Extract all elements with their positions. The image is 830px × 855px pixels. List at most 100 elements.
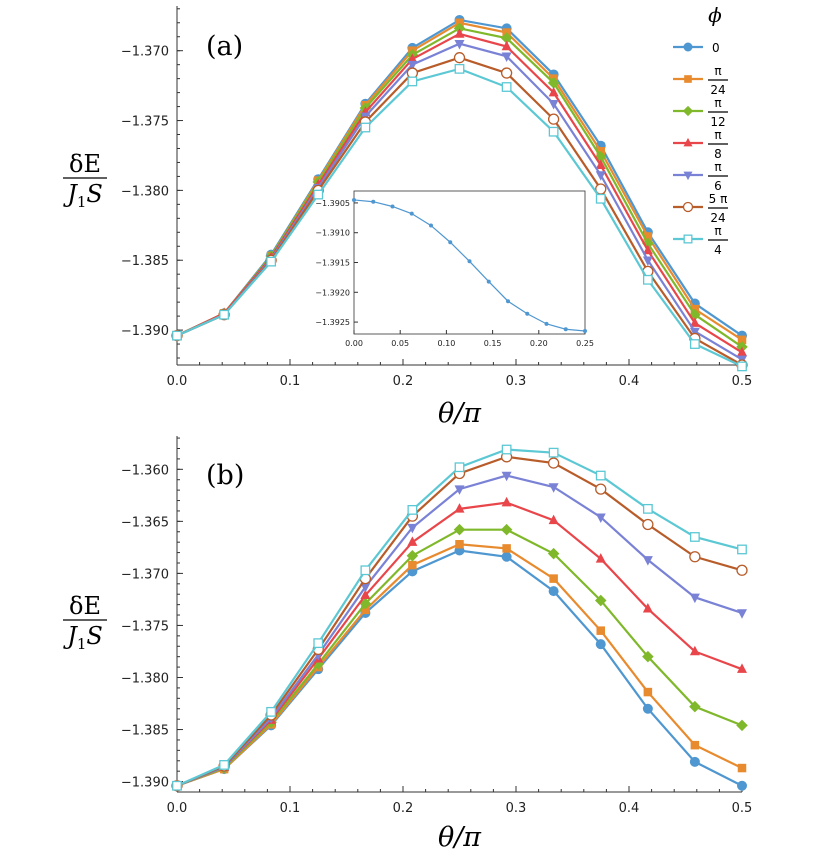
x-tick-label: 0.3 xyxy=(506,801,527,816)
data-point xyxy=(406,549,419,562)
data-point xyxy=(407,505,418,515)
data-point xyxy=(313,638,324,649)
data-point xyxy=(407,76,418,87)
data-point xyxy=(548,586,559,597)
data-point xyxy=(407,523,418,534)
legend-label-denominator: 24 xyxy=(710,83,725,97)
data-point xyxy=(502,544,511,553)
data-point xyxy=(689,317,700,327)
data-point xyxy=(266,706,277,717)
series-line xyxy=(176,543,743,787)
legend-label-denominator: 8 xyxy=(714,147,722,161)
y-tick-label: −1.385 xyxy=(121,724,169,739)
data-point xyxy=(360,589,371,600)
legend-label-numerator: 5 π xyxy=(709,192,728,206)
data-point xyxy=(547,77,560,89)
y-axis-label-denominator: J1S xyxy=(62,622,103,653)
legend-label-numerator: π xyxy=(714,64,721,78)
y-tick-label: −1.365 xyxy=(121,515,169,530)
data-point xyxy=(642,256,653,266)
data-point xyxy=(501,471,512,482)
data-point xyxy=(642,603,653,613)
data-point xyxy=(501,40,512,51)
data-point xyxy=(501,82,512,92)
y-tick-label: −1.370 xyxy=(121,567,169,582)
data-point xyxy=(500,67,513,79)
data-point xyxy=(361,605,370,615)
data-point xyxy=(547,457,560,469)
data-point xyxy=(454,485,465,495)
x-tick-label: 0.2 xyxy=(393,374,414,389)
y-tick-label: −1.360 xyxy=(121,463,169,478)
legend-label-numerator: π xyxy=(714,160,721,174)
data-point xyxy=(642,244,653,255)
x-axis-title: θ/π xyxy=(438,822,482,853)
data-point xyxy=(219,760,230,770)
data-point xyxy=(737,544,747,555)
data-point xyxy=(595,171,606,181)
data-point xyxy=(737,763,747,773)
inset-x-tick-label: 0.10 xyxy=(437,339,455,348)
data-point xyxy=(548,100,559,110)
x-axis-title: θ/π xyxy=(438,398,482,429)
y-axis-label-den-sub: 1 xyxy=(77,193,87,211)
data-point xyxy=(407,60,418,71)
y-tick-label: −1.375 xyxy=(121,619,169,634)
data-point xyxy=(172,330,182,341)
data-point xyxy=(501,551,512,562)
data-point xyxy=(501,496,512,507)
panel-label: (a) xyxy=(206,31,243,62)
inset-data-point xyxy=(428,223,433,228)
data-point xyxy=(642,518,654,531)
data-point xyxy=(219,309,230,320)
legend-marker xyxy=(683,171,693,181)
data-point xyxy=(737,609,747,619)
data-point xyxy=(689,551,701,563)
data-point xyxy=(360,583,371,593)
data-point xyxy=(548,483,559,493)
data-point xyxy=(737,335,747,345)
x-tick-label: 0.1 xyxy=(280,801,301,816)
data-point xyxy=(689,700,701,713)
x-tick-label: 0.5 xyxy=(732,374,753,389)
data-point xyxy=(501,444,512,455)
data-point xyxy=(360,565,371,576)
data-point xyxy=(547,547,560,560)
data-point xyxy=(313,189,324,200)
data-point xyxy=(689,593,700,604)
data-point xyxy=(642,650,654,663)
legend-label-denominator: 6 xyxy=(714,179,722,193)
x-tick-label: 0.1 xyxy=(280,374,301,389)
data-point xyxy=(454,63,465,74)
data-point xyxy=(548,86,559,97)
y-tick-label: −1.375 xyxy=(121,115,169,130)
y-axis-label-den-main: J xyxy=(62,622,78,650)
inset-y-tick-label: −1.3925 xyxy=(315,318,350,327)
inset-x-tick-label: 0.15 xyxy=(484,339,502,348)
inset-data-point xyxy=(390,204,395,209)
data-point xyxy=(454,462,465,473)
legend-label-denominator: 4 xyxy=(714,243,722,257)
data-point xyxy=(642,556,653,566)
legend-label-numerator: π xyxy=(714,96,721,110)
data-point xyxy=(266,256,277,267)
data-point xyxy=(360,122,371,133)
y-axis-label-numerator: δE xyxy=(69,150,101,178)
inset-data-point xyxy=(352,197,356,202)
x-tick-label: 0.2 xyxy=(393,801,414,816)
data-point xyxy=(455,540,464,549)
legend-label-denominator: 24 xyxy=(710,211,725,225)
legend-marker xyxy=(682,105,694,117)
legend-marker xyxy=(682,201,694,213)
inset-data-point xyxy=(544,321,549,326)
inset-y-tick-label: −1.3910 xyxy=(315,229,350,238)
inset-data-point xyxy=(525,311,530,316)
inset-data-point xyxy=(563,327,568,332)
data-point xyxy=(407,53,418,63)
data-point xyxy=(549,574,558,583)
data-point xyxy=(453,52,466,64)
data-point xyxy=(737,346,747,357)
inset-x-tick-label: 0.00 xyxy=(345,339,363,348)
series-line xyxy=(176,474,743,787)
